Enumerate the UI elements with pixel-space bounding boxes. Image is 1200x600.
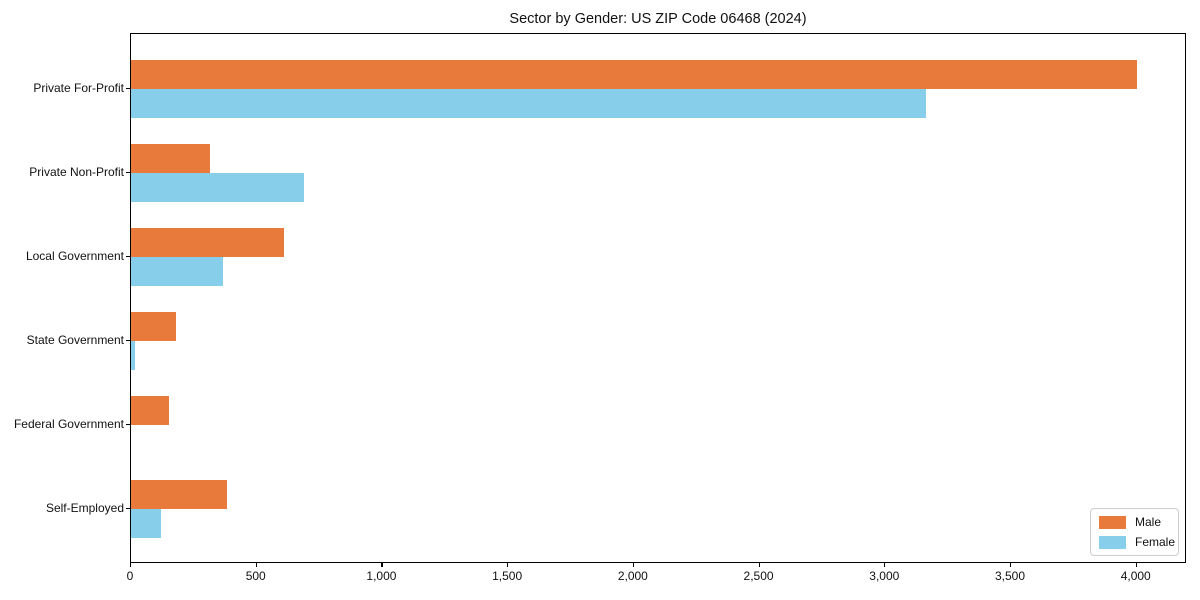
x-tick-mark [381, 563, 383, 567]
bar-male-4 [131, 396, 169, 425]
y-tick-label: State Government [26, 333, 124, 347]
y-tick-label: Private Non-Profit [29, 165, 124, 179]
legend-label: Female [1135, 535, 1176, 549]
x-tick-label: 3,000 [869, 569, 900, 583]
x-tick-label: 3,500 [994, 569, 1026, 583]
legend-swatch-female [1099, 536, 1126, 549]
bar-male-0 [131, 60, 1137, 89]
legend-entry-female: Female [1099, 536, 1175, 549]
bar-female-3 [131, 341, 135, 370]
y-tick-mark [126, 88, 130, 90]
x-tick-label: 0 [126, 569, 134, 583]
y-axis-labels: Private For-Profit Private Non-Profit Loca… [0, 33, 124, 563]
y-tick-mark [126, 508, 130, 510]
x-tick-mark [507, 563, 509, 567]
y-tick-label: Private For-Profit [33, 81, 124, 95]
legend-swatch-male [1099, 516, 1126, 529]
plot-area [130, 33, 1186, 563]
x-tick-mark [130, 563, 132, 567]
x-tick-label: 1,000 [366, 569, 397, 583]
x-tick-mark [1010, 563, 1012, 567]
y-tick-mark [126, 172, 130, 174]
bar-female-1 [131, 173, 304, 202]
legend-entry-male: Male [1099, 516, 1170, 529]
y-tick-mark [126, 340, 130, 342]
y-tick-mark [126, 424, 130, 426]
bar-male-1 [131, 144, 210, 173]
x-tick-label: 2,500 [743, 569, 774, 583]
y-tick-label: Self-Employed [45, 501, 124, 515]
x-tick-mark [255, 563, 257, 567]
bar-female-0 [131, 89, 926, 118]
bar-male-5 [131, 480, 227, 509]
x-tick-mark [884, 563, 886, 567]
y-tick-label: Local Government [25, 249, 124, 263]
bar-female-2 [131, 257, 223, 286]
bar-male-2 [131, 228, 284, 257]
y-tick-mark [126, 256, 130, 258]
x-tick-mark [1135, 563, 1137, 567]
bar-male-3 [131, 312, 176, 341]
x-tick-mark [758, 563, 760, 567]
x-tick-label: 1,500 [492, 569, 523, 583]
legend: Male Female [1090, 508, 1179, 556]
x-tick-label: 4,000 [1120, 569, 1151, 583]
x-tick-label: 500 [245, 569, 266, 583]
x-tick-mark [632, 563, 635, 567]
bar-female-5 [131, 509, 161, 538]
y-tick-label: Federal Government [13, 417, 124, 431]
x-tick-label: 2,000 [617, 569, 648, 583]
chart-title: Sector by Gender: US ZIP Code 06468 (202… [509, 11, 807, 27]
legend-label: Male [1135, 515, 1162, 529]
